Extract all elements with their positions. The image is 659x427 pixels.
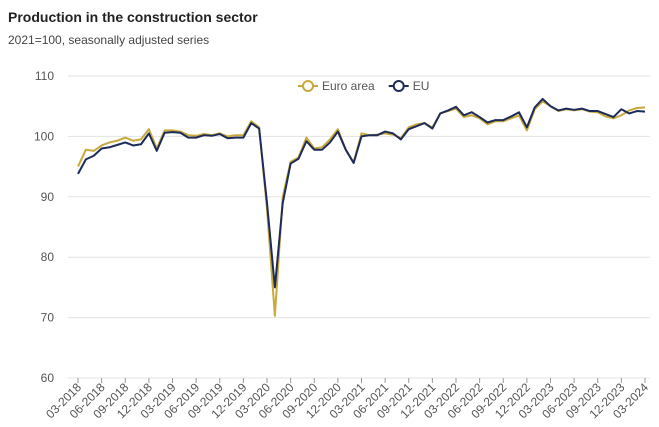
series-line	[77, 97, 646, 289]
legend-marker	[302, 80, 314, 92]
series-line	[77, 100, 646, 317]
y-tick-label: 70	[41, 311, 55, 325]
chart-subtitle: 2021=100, seasonally adjusted series	[8, 33, 209, 47]
legend-label: Euro area	[322, 79, 375, 93]
legend-marker	[392, 80, 405, 92]
y-tick-label: 60	[41, 371, 55, 385]
y-tick-label: 80	[41, 250, 55, 264]
chart-title: Production in the construction sector	[8, 9, 258, 25]
y-tick-label: 110	[35, 69, 54, 83]
y-tick-label: 90	[41, 190, 55, 204]
legend-label: EU	[413, 79, 430, 93]
y-tick-label: 100	[34, 129, 54, 143]
